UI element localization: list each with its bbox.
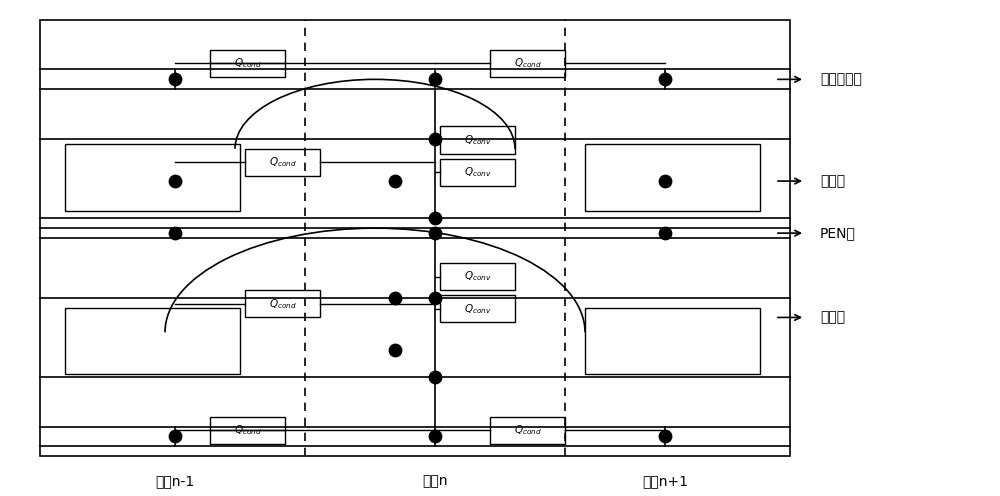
Text: $Q_{conv}$: $Q_{conv}$	[464, 302, 491, 315]
Bar	[585, 144, 760, 211]
Point	[167, 177, 183, 185]
Text: $Q_{cond}$: $Q_{cond}$	[514, 424, 541, 437]
Point	[427, 373, 443, 381]
Bar	[245, 290, 320, 317]
Bar	[490, 417, 565, 444]
Point	[167, 433, 183, 440]
Point	[427, 135, 443, 143]
Text: $Q_{conv}$: $Q_{conv}$	[464, 166, 491, 179]
Text: 燃料层: 燃料层	[820, 310, 845, 324]
Point	[167, 75, 183, 83]
Text: $Q_{cond}$: $Q_{cond}$	[269, 297, 296, 310]
Point	[427, 75, 443, 83]
Text: 节点n+1: 节点n+1	[642, 474, 688, 488]
Bar	[245, 149, 320, 176]
Point	[427, 433, 443, 440]
Point	[427, 214, 443, 222]
Bar	[490, 50, 565, 77]
Text: 金属连接体: 金属连接体	[820, 72, 862, 86]
Bar	[585, 308, 760, 374]
Point	[427, 294, 443, 302]
Point	[387, 346, 403, 354]
Text: $Q_{cond}$: $Q_{cond}$	[234, 424, 261, 437]
Bar	[210, 50, 285, 77]
Point	[657, 433, 673, 440]
Point	[657, 177, 673, 185]
Point	[657, 229, 673, 237]
Bar	[440, 126, 515, 154]
Bar	[440, 263, 515, 290]
Text: 空气层: 空气层	[820, 174, 845, 188]
Text: $Q_{conv}$: $Q_{conv}$	[464, 133, 491, 147]
Text: 节点n-1: 节点n-1	[155, 474, 195, 488]
Bar	[440, 159, 515, 186]
Bar	[210, 417, 285, 444]
Point	[167, 229, 183, 237]
Text: $Q_{cond}$: $Q_{cond}$	[234, 57, 261, 70]
Text: $Q_{cond}$: $Q_{cond}$	[269, 156, 296, 169]
Bar	[65, 144, 240, 211]
Bar	[65, 308, 240, 374]
Text: 节点n: 节点n	[422, 474, 448, 488]
Text: PEN层: PEN层	[820, 226, 856, 240]
Text: $Q_{cond}$: $Q_{cond}$	[514, 57, 541, 70]
Point	[387, 177, 403, 185]
Point	[427, 229, 443, 237]
Point	[657, 75, 673, 83]
Bar	[40, 20, 790, 456]
Bar	[440, 295, 515, 322]
Point	[387, 294, 403, 302]
Text: $Q_{conv}$: $Q_{conv}$	[464, 270, 491, 283]
